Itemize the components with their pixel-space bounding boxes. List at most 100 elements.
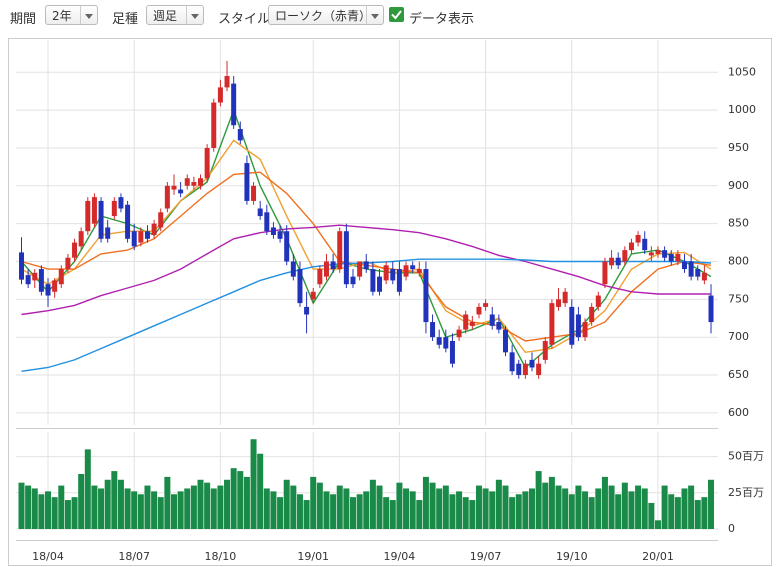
select-value: 週足 (153, 9, 178, 23)
candle-body (668, 253, 674, 262)
candle-body (708, 295, 714, 323)
candle-body (131, 231, 137, 247)
volume-bar (422, 476, 429, 529)
candle-body (642, 238, 648, 251)
volume-bar (98, 488, 105, 529)
check-icon (391, 10, 402, 20)
volume-bar (389, 500, 396, 529)
label: データ表示 (409, 12, 475, 27)
volume-bar (429, 482, 436, 529)
chart-frame (8, 38, 772, 566)
volume-bar (330, 494, 337, 529)
candle-body (383, 265, 389, 281)
x-tick-label: 19/07 (470, 550, 502, 563)
candle-body (556, 299, 562, 307)
y-tick-label: 700 (728, 330, 749, 343)
candle-body (244, 163, 250, 201)
candle-body (45, 284, 51, 296)
volume-bar (416, 500, 423, 529)
period-select[interactable]: 2年 (45, 5, 98, 25)
candle-body (615, 257, 621, 266)
candle-body (125, 204, 131, 239)
volume-bar (694, 500, 701, 529)
candle-body (675, 253, 681, 262)
candle-body (277, 231, 283, 239)
volume-bar (383, 497, 390, 529)
candle-body (602, 261, 608, 285)
style-select[interactable]: ローソク（赤青） (268, 5, 384, 25)
x-tick-label: 18/10 (205, 550, 237, 563)
volume-tick-label: 50百万 (728, 450, 764, 463)
candle-body (502, 329, 508, 353)
volume-bar (502, 485, 509, 529)
volume-bar (701, 497, 708, 529)
y-tick-label: 600 (728, 406, 749, 419)
volume-bar (409, 491, 416, 529)
volume-bar (674, 497, 681, 529)
candle-body (655, 250, 661, 254)
candle-body (549, 303, 555, 345)
volume-bar (336, 485, 343, 529)
volume-bar (197, 479, 204, 529)
moving-average (20, 108, 712, 369)
candle-body (151, 223, 157, 235)
volume-bar (210, 488, 217, 529)
candle-body (231, 83, 237, 126)
candle-body (72, 242, 78, 258)
volume-bar (661, 485, 668, 529)
candle-body (489, 314, 495, 326)
candle-body (456, 329, 462, 338)
candle-body (648, 252, 654, 256)
candle-body (682, 261, 687, 270)
volume-bar (396, 482, 403, 529)
candle-body (370, 269, 376, 292)
candle-body (158, 212, 164, 228)
candle-body (377, 276, 383, 292)
volume-bar (45, 491, 52, 529)
candle-body (32, 272, 38, 281)
candle-body (635, 235, 641, 243)
candle-body (582, 322, 588, 338)
volume-bar (482, 488, 489, 529)
volume-bar (635, 485, 642, 529)
y-tick-label: 800 (728, 254, 749, 267)
y-tick-label: 950 (728, 141, 749, 154)
candle-body (589, 306, 595, 323)
volume-bar (555, 485, 562, 529)
volume-bar (283, 479, 290, 529)
candle-body (529, 359, 535, 368)
volume-bar (31, 488, 38, 529)
volume-bar (124, 488, 131, 529)
checkbox[interactable] (389, 7, 404, 22)
candle-body (662, 250, 668, 258)
candle-body (224, 76, 230, 88)
candle-body (58, 269, 64, 285)
candle-body (469, 322, 475, 326)
candle-body (118, 197, 124, 209)
candle-body (111, 200, 117, 217)
volume-bar (469, 500, 476, 529)
select-value: 2年 (52, 9, 72, 23)
volume-bar (144, 485, 151, 529)
label: 足種 (112, 12, 139, 27)
candle-body (357, 261, 363, 277)
x-tick-label: 19/10 (556, 550, 588, 563)
candle-body (270, 227, 276, 235)
volume-bar (111, 471, 118, 529)
candle-body (284, 231, 290, 262)
candle-body (25, 275, 31, 285)
volume-bar (363, 491, 370, 529)
volume-bar (495, 479, 502, 529)
volume-bar (296, 494, 303, 529)
icon (191, 14, 199, 19)
candle-body (403, 265, 409, 277)
volume-bar (157, 497, 164, 529)
volume-bar (58, 485, 65, 529)
volume-bar (608, 485, 615, 529)
candle-body (78, 231, 84, 247)
volume-bar (263, 488, 270, 529)
kind-select[interactable]: 週足 (146, 5, 204, 25)
volume-bar (217, 485, 224, 529)
candle-body (217, 87, 223, 103)
